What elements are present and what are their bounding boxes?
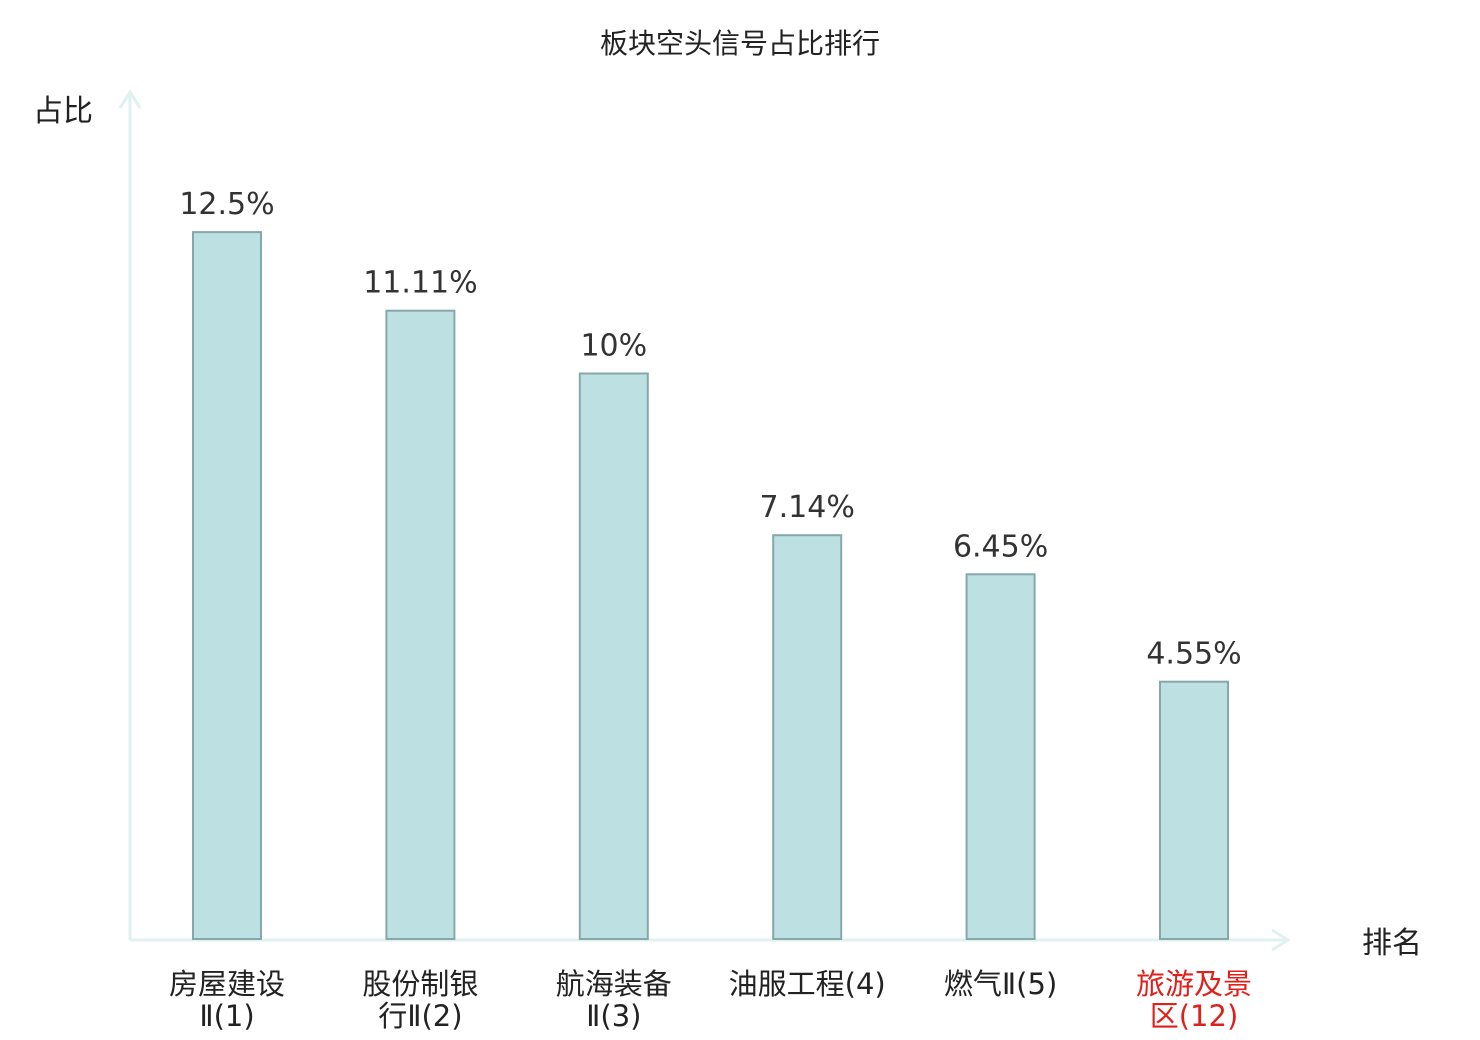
x-tick-label: 区(12) bbox=[1150, 999, 1239, 1033]
bar bbox=[192, 231, 262, 941]
x-tick-label: 旅游及景 bbox=[1136, 967, 1252, 1001]
bar-value-label: 4.55% bbox=[1146, 637, 1241, 672]
y-axis-arrow bbox=[118, 89, 142, 109]
bar-value-label: 11.11% bbox=[363, 266, 477, 301]
bars-group bbox=[192, 231, 1229, 941]
bar bbox=[965, 573, 1036, 940]
x-tick-label: 燃气Ⅱ(5) bbox=[944, 967, 1057, 1001]
value-labels-group: 12.5% 11.11% 10% 7.14% 6.45% 4.55% bbox=[179, 187, 1241, 672]
bar-value-label: 7.14% bbox=[760, 490, 855, 525]
axes bbox=[118, 89, 1291, 952]
bar-value-label: 10% bbox=[580, 329, 647, 364]
x-tick-label: 房屋建设 bbox=[169, 967, 285, 1001]
bar-value-label: 6.45% bbox=[953, 529, 1048, 564]
bar bbox=[578, 372, 649, 940]
bar-value-label: 12.5% bbox=[179, 187, 274, 222]
x-tick-label: 航海装备 bbox=[556, 967, 672, 1001]
x-axis-title: 排名 bbox=[1362, 926, 1422, 961]
x-tick-label: Ⅱ(1) bbox=[199, 999, 254, 1033]
chart-title: 板块空头信号占比排行 bbox=[600, 27, 880, 60]
bar bbox=[772, 534, 843, 940]
bar bbox=[1159, 680, 1229, 940]
x-tick-label: 股份制银 bbox=[362, 967, 478, 1001]
bar bbox=[385, 309, 456, 940]
x-tick-label: Ⅱ(3) bbox=[586, 999, 641, 1033]
y-axis-title: 占比 bbox=[33, 94, 93, 129]
x-tick-label: 油服工程(4) bbox=[729, 967, 886, 1001]
x-tick-label: 行Ⅱ(2) bbox=[378, 999, 462, 1033]
x-axis-arrow bbox=[1271, 928, 1291, 952]
